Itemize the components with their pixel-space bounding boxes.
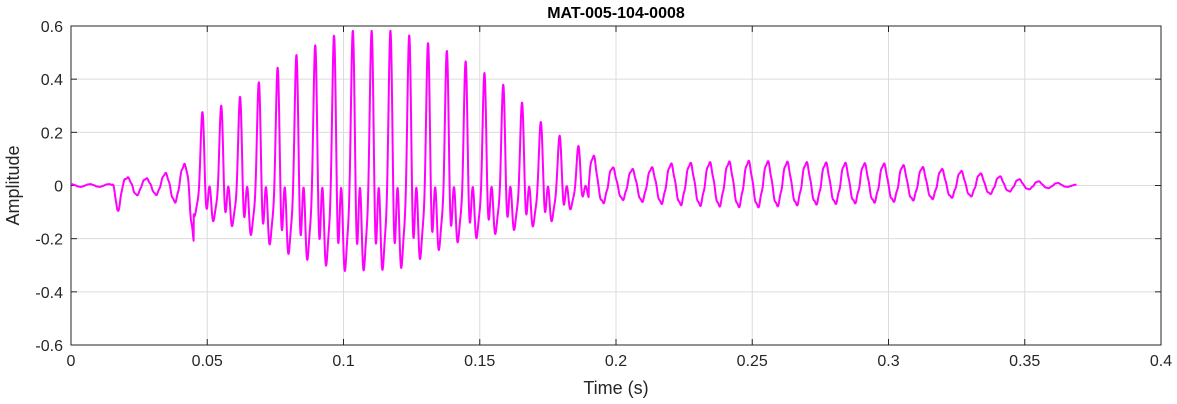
chart-title: MAT-005-104-0008 — [547, 5, 685, 22]
axis-ticks: 0 0.05 0.1 0.15 0.2 0.25 0.3 0.35 0.4 -0.6 -0.4 -0.… — [35, 19, 1172, 370]
x-tick-label: 0.35 — [1009, 353, 1040, 370]
y-axis-title: Amplitude — [3, 145, 23, 225]
series-layer — [70, 29, 1078, 272]
y-tick-label: 0.6 — [41, 19, 63, 36]
x-axis-title: Time (s) — [583, 378, 648, 398]
x-tick-label: 0.2 — [605, 353, 627, 370]
x-tick-label: 0.15 — [464, 353, 495, 370]
y-tick-label: 0 — [54, 179, 63, 196]
x-tick-label: 0.3 — [877, 353, 899, 370]
x-tick-label: 0.25 — [737, 353, 768, 370]
x-tick-label: 0.4 — [1150, 353, 1172, 370]
y-tick-label: -0.6 — [35, 338, 63, 355]
series-line — [70, 29, 1078, 272]
y-tick-label: -0.2 — [35, 232, 63, 249]
y-tick-label: 0.4 — [41, 72, 63, 89]
x-tick-label: 0.1 — [332, 353, 354, 370]
y-tick-label: 0.2 — [41, 125, 63, 142]
x-tick-label: 0 — [67, 353, 76, 370]
y-tick-label: -0.4 — [35, 285, 63, 302]
x-tick-label: 0.05 — [192, 353, 223, 370]
